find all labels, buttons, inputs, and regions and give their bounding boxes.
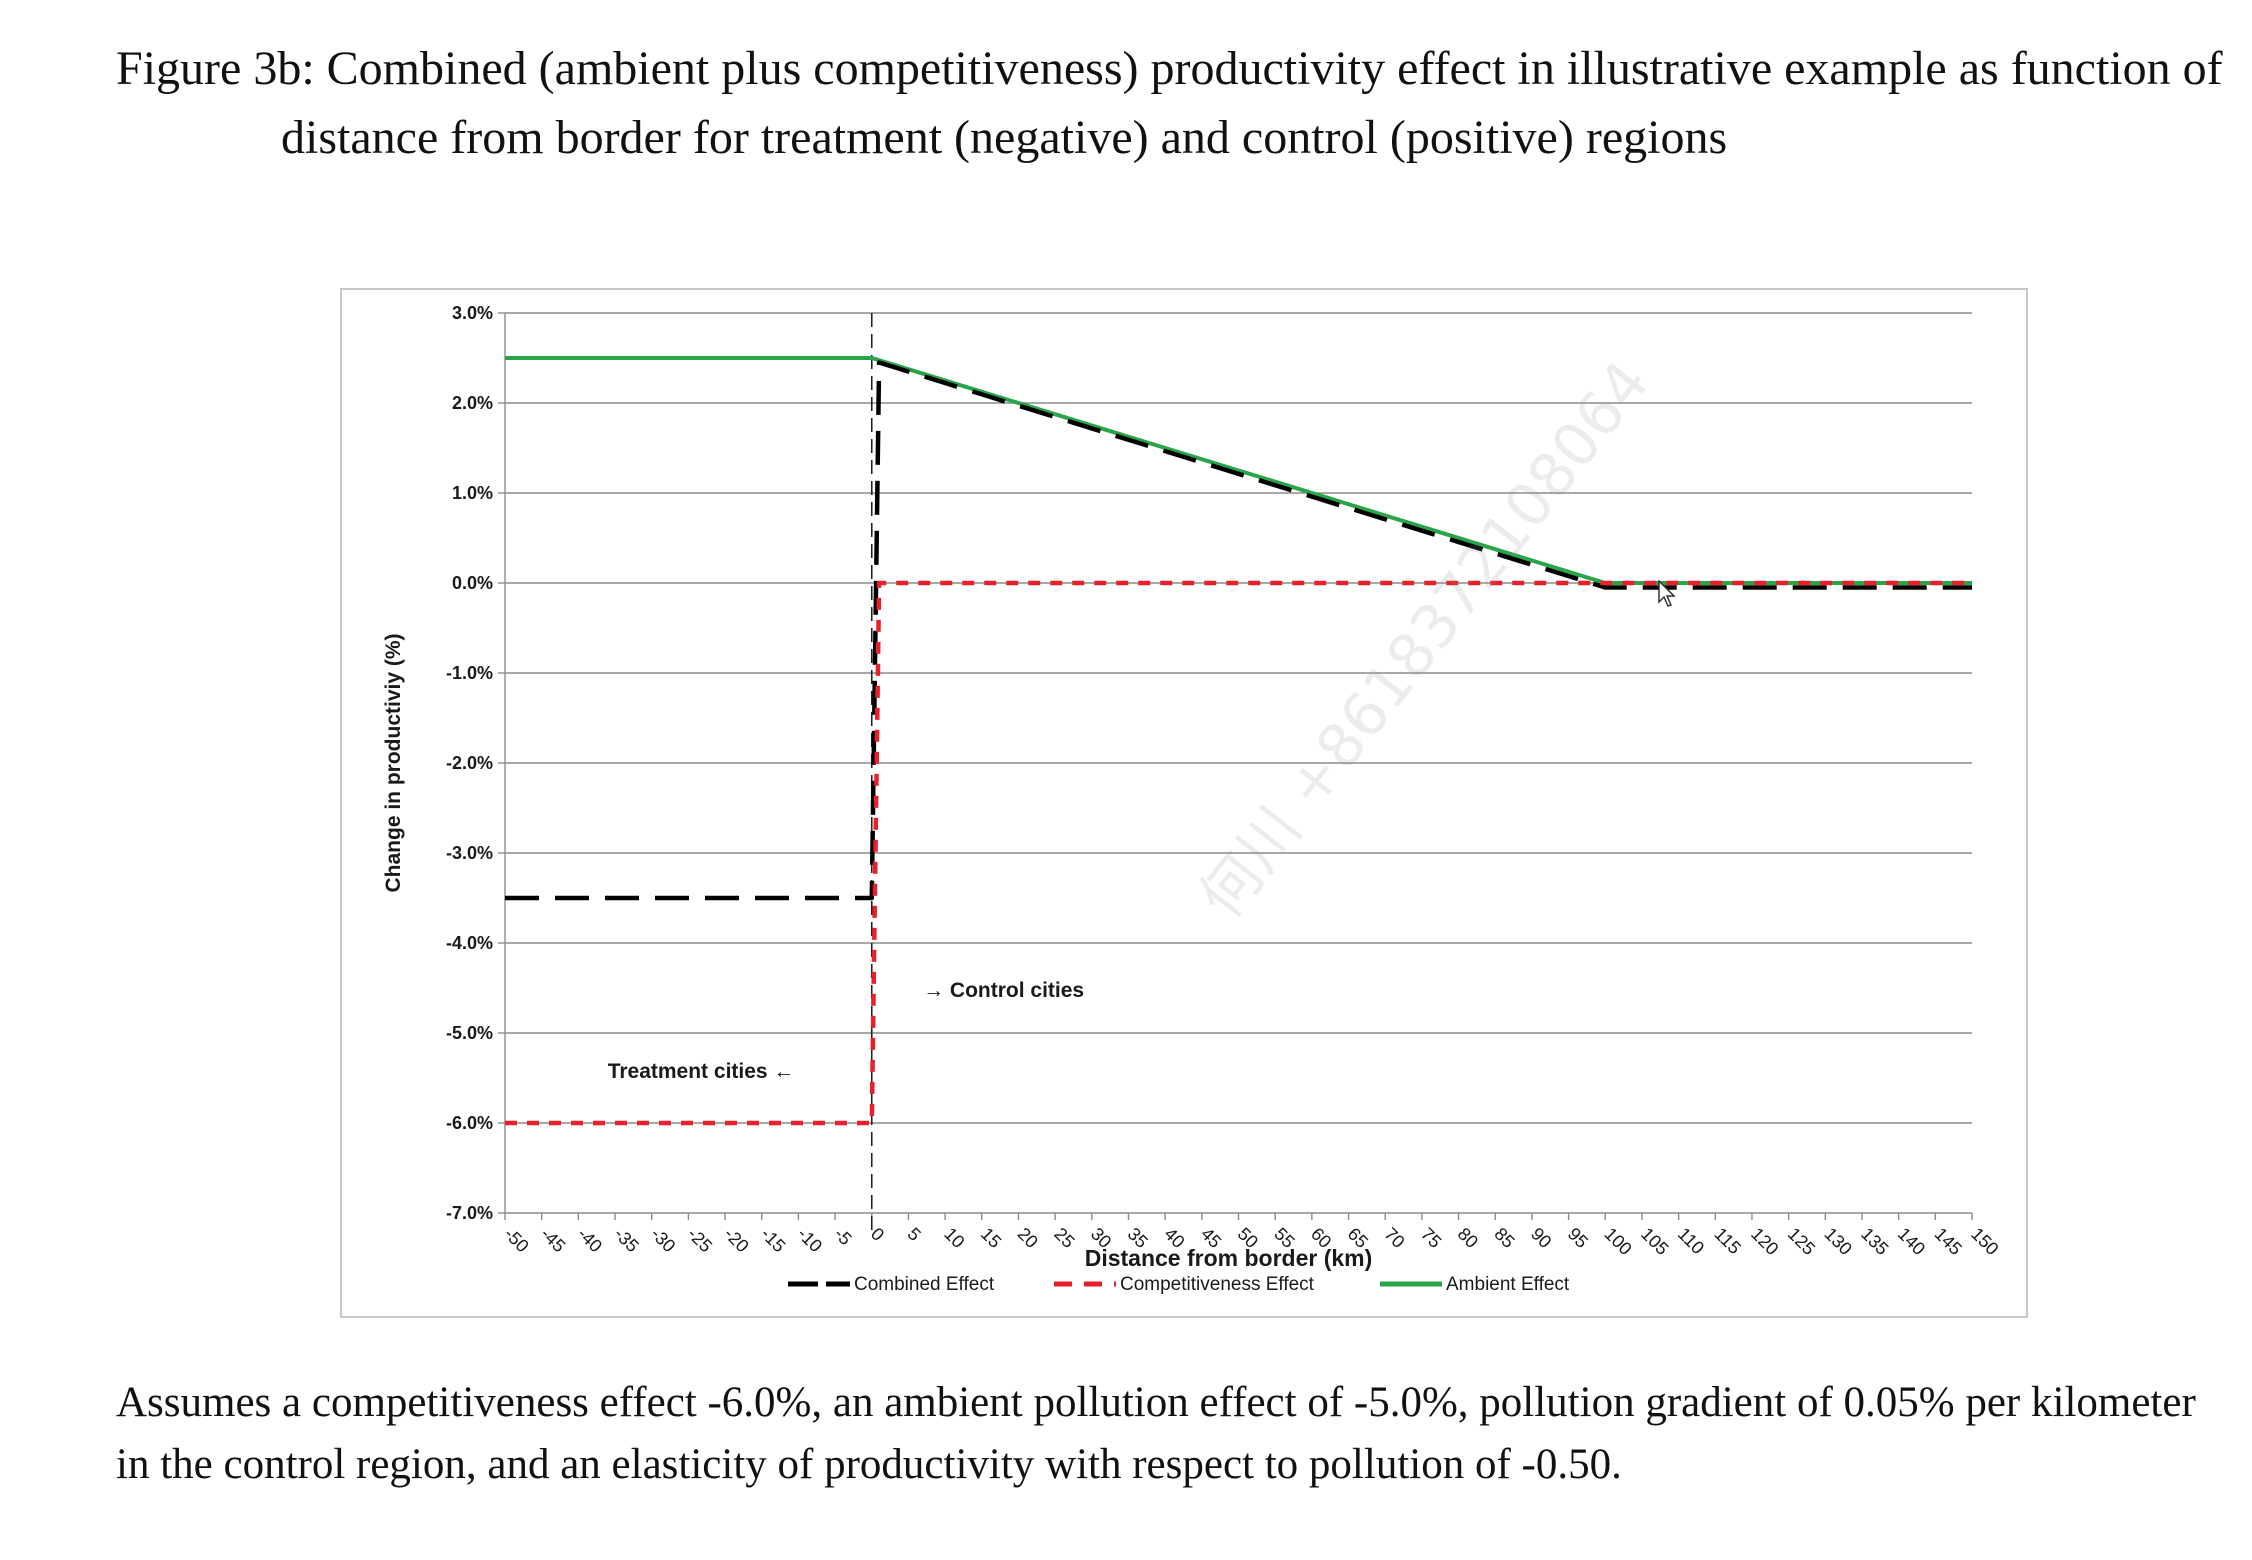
tick-labels: 3.0% 2.0% 1.0% 0.0% -1.0% -2.0% -3.0% -4.0% -5.0… (382, 303, 2003, 1271)
y-tick-label: 0.0% (452, 573, 493, 593)
x-tick-label: 95 (1564, 1224, 1592, 1252)
y-tick-label: -3.0% (446, 843, 493, 863)
x-tick-label: 25 (1050, 1224, 1078, 1252)
x-tick-label: 90 (1527, 1224, 1555, 1252)
y-tick-label: -2.0% (446, 753, 493, 773)
x-tick-label: 140 (1894, 1224, 1929, 1259)
x-tick-label: 80 (1454, 1224, 1482, 1252)
x-tick-label: 125 (1784, 1224, 1819, 1259)
x-tick-label: -30 (647, 1224, 680, 1257)
x-tick-label: 110 (1674, 1224, 1708, 1258)
x-tick-label: -10 (794, 1224, 827, 1257)
x-tick-label: 10 (940, 1224, 968, 1252)
y-tick-label: -6.0% (446, 1113, 493, 1133)
x-tick-label: 145 (1930, 1224, 1965, 1259)
y-tick-label: -7.0% (446, 1203, 493, 1223)
legend: Combined Effect Competitiveness Effect Amb… (788, 1274, 1570, 1295)
legend-label: Competitiveness Effect (1120, 1274, 1315, 1295)
x-tick-label: -25 (684, 1224, 717, 1257)
x-tick-label: 115 (1710, 1224, 1744, 1258)
chart-frame: 3.0% 2.0% 1.0% 0.0% -1.0% -2.0% -3.0% -4.0% -5.0… (340, 288, 2028, 1318)
x-tick-label: 135 (1857, 1224, 1892, 1259)
x-tick-label: 20 (1014, 1224, 1042, 1252)
x-tick-label: 100 (1600, 1224, 1635, 1259)
x-tick-label: 85 (1490, 1224, 1518, 1252)
legend-label: Ambient Effect (1446, 1274, 1570, 1295)
x-tick-label: 120 (1747, 1224, 1782, 1259)
annotations: → Control cities Treatment cities ← (608, 979, 1084, 1083)
x-tick-label: 0 (867, 1224, 888, 1245)
x-tick-label: -15 (757, 1224, 790, 1257)
x-tick-label: 15 (977, 1224, 1005, 1252)
x-tick-label: -40 (574, 1224, 607, 1257)
x-tick-label: 150 (1967, 1224, 2002, 1259)
x-tick-label: 5 (904, 1224, 925, 1245)
series-lines (505, 356, 1972, 1126)
y-tick-label: 2.0% (452, 393, 493, 413)
annotation-label: → Control cities (923, 979, 1084, 1002)
y-tick-label: -1.0% (446, 663, 493, 683)
figure-caption: Assumes a competitiveness effect -6.0%, … (116, 1379, 2196, 1488)
annotation-label: Treatment cities ← (608, 1060, 795, 1083)
y-tick-label: 1.0% (452, 483, 493, 503)
x-tick-label: -35 (610, 1224, 643, 1257)
mouse-cursor-icon (1658, 580, 1676, 607)
x-tick-label: 70 (1380, 1224, 1408, 1252)
legend-label: Combined Effect (854, 1274, 995, 1295)
y-tick-label: -5.0% (446, 1023, 493, 1043)
y-tick-label: 3.0% (452, 303, 493, 323)
y-tick-label: -4.0% (446, 933, 493, 953)
y-axis-title: Change in productiviy (%) (382, 633, 405, 892)
x-tick-label: -20 (720, 1224, 753, 1257)
productivity-chart: 3.0% 2.0% 1.0% 0.0% -1.0% -2.0% -3.0% -4.0% -5.0… (382, 303, 2003, 1295)
grid-lines (505, 312, 1972, 1214)
series-ambient-effect (505, 356, 1972, 585)
x-tick-label: -45 (537, 1224, 570, 1257)
series-combined-effect (505, 360, 1972, 901)
x-tick-label: -5 (830, 1224, 855, 1249)
series-competitiveness-effect (505, 580, 1972, 1126)
x-tick-label: 130 (1820, 1224, 1855, 1259)
figure-title: Figure 3b: Combined (ambient plus compet… (116, 42, 2223, 164)
x-axis-title: Distance from border (km) (1085, 1245, 1373, 1271)
x-tick-label: 105 (1637, 1224, 1672, 1259)
axes (498, 312, 1973, 1235)
x-tick-label: 75 (1417, 1224, 1445, 1252)
x-tick-label: -50 (500, 1224, 533, 1257)
